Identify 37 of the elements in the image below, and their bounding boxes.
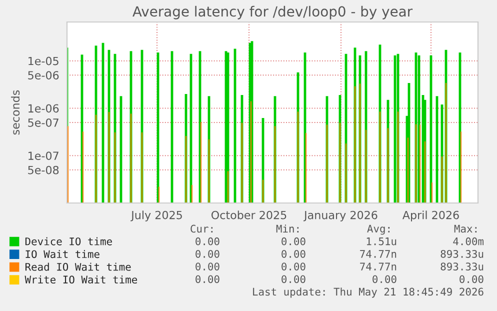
y-axis-title: seconds bbox=[11, 90, 20, 135]
text: 0.00 bbox=[282, 250, 306, 258]
y-tick-label: 5e-06 bbox=[28, 71, 59, 80]
legend-label: Write IO Wait time bbox=[24, 275, 138, 284]
chart-title: Average latency for /dev/loop0 - by year bbox=[132, 6, 413, 20]
text: 74.77n bbox=[360, 250, 396, 258]
text: 0.00 bbox=[282, 237, 306, 246]
text: Max: bbox=[454, 224, 477, 233]
x-tick-label: April 2026 bbox=[402, 210, 459, 222]
x-tick-label: October 2025 bbox=[211, 210, 286, 220]
text: 4.00m bbox=[453, 237, 484, 246]
text: 0.00 bbox=[372, 275, 396, 284]
text: 0.00 bbox=[196, 250, 220, 258]
legend-label: Read IO Wait time bbox=[25, 262, 131, 271]
text: 1.51u bbox=[366, 238, 396, 246]
y-tick-label: 5e-07 bbox=[28, 118, 58, 127]
text: Cur: bbox=[190, 224, 213, 233]
text: Last update: Thu May 21 18:45:49 2026 bbox=[253, 288, 484, 298]
text: 893.33u bbox=[440, 262, 484, 270]
y-tick-label: 5e-08 bbox=[28, 166, 59, 174]
text: Avg: bbox=[367, 224, 390, 235]
text: Min: bbox=[276, 224, 299, 233]
legend-label: Device IO time bbox=[25, 237, 112, 246]
legend-label: IO Wait time bbox=[26, 250, 100, 258]
text: 0.00 bbox=[282, 262, 306, 270]
y-tick-label: 1e-05 bbox=[28, 56, 58, 66]
x-tick-label: July 2025 bbox=[130, 210, 182, 222]
text: 0.00 bbox=[282, 275, 306, 284]
text: 0.00 bbox=[196, 262, 220, 270]
text: 0.00 bbox=[460, 275, 484, 284]
text: 893.33u bbox=[440, 250, 484, 258]
text: 74.77n bbox=[360, 262, 396, 270]
text: 0.00 bbox=[196, 237, 220, 246]
y-tick-label: 1e-07 bbox=[28, 152, 58, 160]
text: 0.00 bbox=[196, 275, 220, 284]
y-tick-label: 1e-06 bbox=[28, 104, 59, 113]
x-tick-label: January 2026 bbox=[303, 210, 378, 222]
